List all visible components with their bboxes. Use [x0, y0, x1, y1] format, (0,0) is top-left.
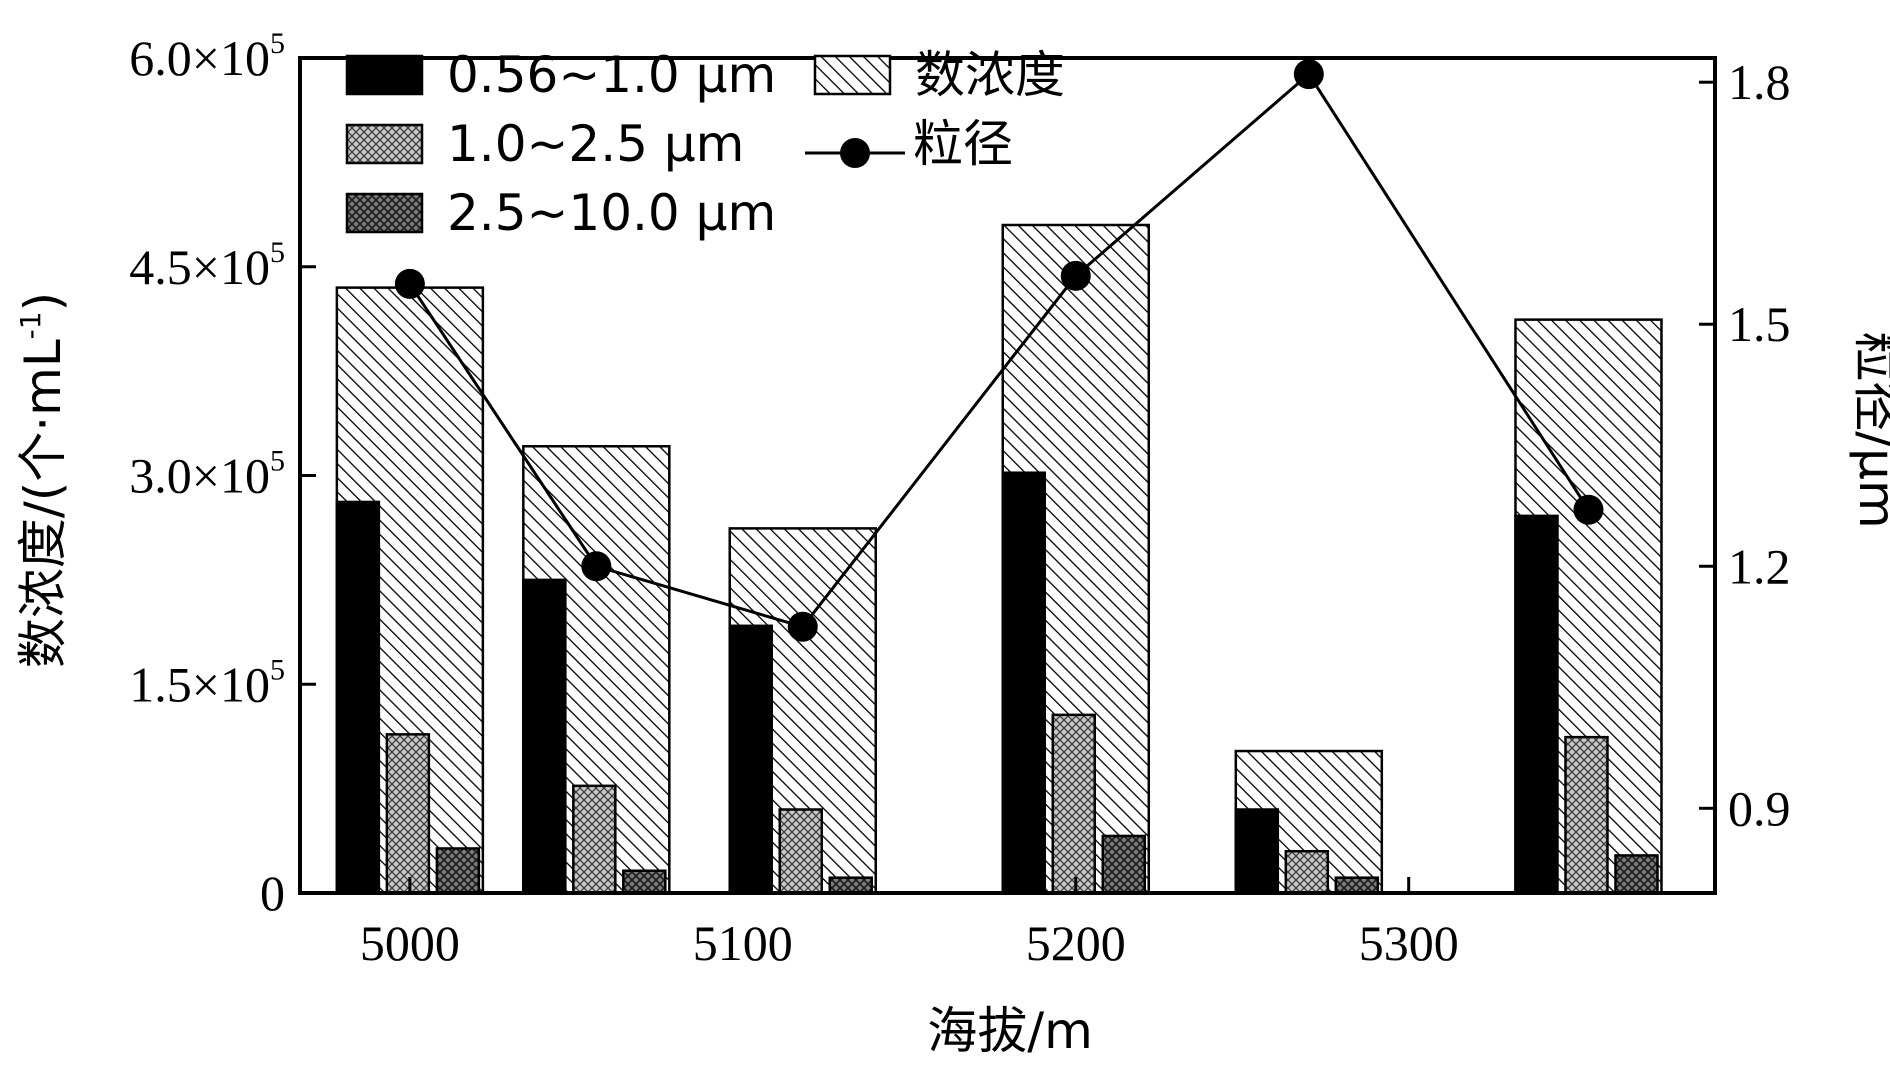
x-axis-title-text: 海拔/m: [927, 1002, 1093, 1060]
x-tick-label-2: 5200: [1026, 915, 1126, 971]
series-3-bar-4: [1334, 876, 1380, 895]
y-tick-label-mantissa-1: 1.5×10: [129, 656, 270, 712]
series-2-bar-5: [1564, 735, 1609, 895]
series-3-bar-5: [1614, 854, 1659, 895]
y-tick-label-exponent-1: 5: [270, 653, 285, 686]
series-1-bar-1: [522, 578, 567, 895]
y-tick-label-1: 1.5×105: [129, 653, 285, 712]
legend-swatch-marker: [840, 138, 870, 168]
size-point-5: [1573, 494, 1604, 525]
size-point-2: [787, 611, 818, 642]
series-1-bar-3: [1001, 471, 1047, 895]
legend-label-3: 2.5~10.0 μm: [447, 184, 776, 242]
series-2-bar-4: [1284, 850, 1330, 895]
x-axis-title: 海拔/m: [927, 1002, 1093, 1060]
y2-axis-title-text: 粒径/μm: [1848, 331, 1890, 528]
y2-tick-label-0: 0.9: [1728, 780, 1791, 836]
series-2-bar-1: [572, 784, 617, 895]
y-tick-label-mantissa-0: 0: [260, 865, 285, 921]
size-line: [408, 71, 1590, 629]
x-tick-label-3: 5300: [1359, 915, 1459, 971]
size-line-layer: [394, 59, 1604, 642]
series-3-bar-3: [1101, 834, 1147, 895]
y2-axis-title: 粒径/μm: [1848, 331, 1890, 528]
legend-swatch-1: [345, 54, 424, 96]
y-tick-label-3: 4.5×105: [129, 236, 285, 295]
y-tick-label-mantissa-2: 3.0×10: [129, 448, 270, 504]
y-axis-title-sup: -1: [14, 311, 47, 339]
y-tick-label-exponent-4: 5: [270, 27, 285, 60]
series-1-bar-2: [728, 624, 773, 895]
series-3-bar-1: [622, 869, 667, 895]
series-3-bar-2: [828, 876, 873, 895]
y-tick-label-0: 0: [260, 865, 285, 921]
x-axis-ticks: 5000 5100 5200 5300: [360, 877, 1459, 971]
series-2-bar-3: [1051, 713, 1097, 895]
y2-axis-ticks: 0.9 1.2 1.5 1.8: [1699, 54, 1791, 836]
legend-swatch-2: [345, 123, 424, 165]
y-tick-label-4: 6.0×105: [129, 27, 285, 86]
y-tick-label-exponent-3: 5: [270, 236, 285, 269]
x-tick-label-1: 5100: [693, 915, 793, 971]
size-point-3: [1060, 260, 1091, 291]
y-tick-label-mantissa-4: 6.0×10: [129, 30, 270, 86]
y-axis-title-close: ): [14, 292, 72, 312]
x-tick-label-0: 5000: [360, 915, 460, 971]
legend-swatch-4: [813, 54, 892, 96]
size-point-0: [394, 268, 425, 299]
y2-tick-label-3: 1.8: [1728, 54, 1791, 110]
size-point-4: [1293, 59, 1324, 90]
y-tick-label-2: 3.0×105: [129, 445, 285, 504]
series-1-bar-4: [1234, 808, 1280, 895]
series-2-bar-2: [778, 808, 823, 895]
legend-label-1: 0.56~1.0 μm: [447, 46, 776, 104]
y-tick-label-exponent-2: 5: [270, 445, 285, 478]
y-axis-title-main: 数浓度/(个·mL: [14, 339, 72, 668]
series-1-bar-5: [1514, 514, 1559, 895]
series-2-bar-0: [385, 733, 431, 895]
legend-label-2: 1.0~2.5 μm: [447, 115, 744, 173]
series-1-bar-0: [335, 500, 381, 895]
legend-label-4: 数浓度: [915, 46, 1065, 104]
legend-label-5: 粒径: [913, 115, 1013, 173]
legend-swatch-3: [345, 192, 424, 234]
size-point-1: [581, 551, 612, 582]
series-3-bar-0: [435, 847, 481, 895]
bars-layer: [335, 223, 1663, 895]
y2-tick-label-1: 1.2: [1728, 538, 1791, 594]
y2-tick-label-2: 1.5: [1728, 296, 1791, 352]
y-axis-title: 数浓度/(个·mL-1): [14, 292, 72, 668]
y-tick-label-mantissa-3: 4.5×10: [129, 239, 270, 295]
